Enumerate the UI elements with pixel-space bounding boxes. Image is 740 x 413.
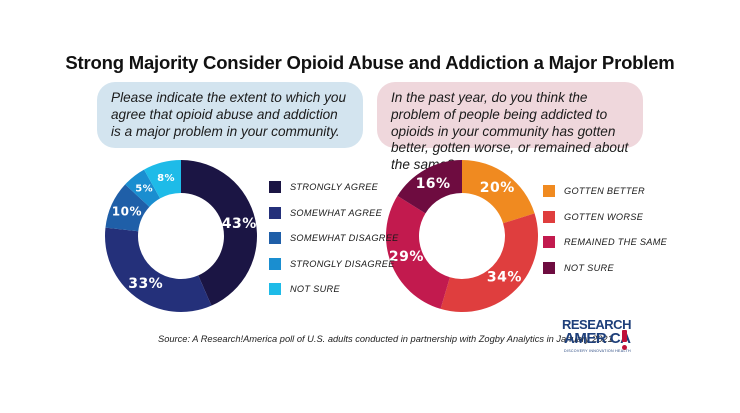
legend-label: SOMEWHAT AGREE — [290, 207, 382, 218]
legend-swatch — [269, 181, 281, 193]
donut-chart-agreement: 43% 33% 10% 5% 8% — [105, 160, 257, 313]
legend-label: STRONGLY DISAGREE — [290, 258, 395, 269]
donut-slice-strongly-agree — [181, 160, 257, 306]
legend-swatch — [269, 283, 281, 295]
legend-label: NOT SURE — [290, 284, 340, 294]
legend-swatch — [543, 261, 555, 274]
question-box-trend: In the past year, do you think the probl… — [377, 82, 643, 172]
legend-swatch — [269, 206, 281, 219]
legend-label: REMAINED THE SAME — [564, 237, 668, 247]
data-label-remained-the-same: 29% — [389, 249, 424, 265]
data-label-strongly-disagree: 5% — [135, 184, 153, 195]
data-label-gotten-better: 20% — [480, 180, 515, 196]
legend-swatch — [269, 257, 281, 270]
data-label-not-sure: 8% — [157, 173, 175, 184]
donut-slice-not-sure — [397, 160, 462, 214]
donut-slice-not-sure — [144, 160, 181, 199]
legend-swatch — [543, 185, 555, 197]
donut-slice-strongly-disagree — [125, 169, 161, 207]
legend-label: GOTTEN BETTER — [564, 186, 645, 196]
legend-label: NOT SURE — [564, 262, 614, 273]
legend-swatch — [269, 232, 281, 244]
data-label-not-sure: 16% — [416, 176, 451, 192]
data-label-gotten-worse: 34% — [487, 270, 522, 286]
data-label-somewhat-agree: 33% — [128, 276, 163, 292]
legend-swatch — [543, 236, 555, 248]
research-america-logo: RESEARCH AMER CA DISCOVERY INNOVATION HE… — [562, 317, 631, 354]
donut-chart-trend: 20% 34% 29% 16% — [386, 160, 538, 313]
legend-label: GOTTEN WORSE — [564, 211, 644, 222]
data-label-somewhat-disagree: 10% — [112, 204, 142, 218]
legend-label: SOMEWHAT DISAGREE — [290, 233, 399, 243]
source-note: Source: A Research!America poll of U.S. … — [158, 334, 616, 344]
donut-slice-somewhat-disagree — [105, 184, 150, 232]
chart-title: Strong Majority Consider Opioid Abuse an… — [65, 52, 675, 73]
data-label-strongly-agree: 43% — [222, 216, 257, 232]
donut-slice-gotten-worse — [440, 213, 538, 313]
donut-slice-gotten-better — [462, 160, 535, 224]
question-box-agreement: Please indicate the extent to which you … — [97, 82, 363, 148]
donut-slice-somewhat-agree — [105, 227, 212, 313]
legend-label: STRONGLY AGREE — [290, 182, 379, 192]
donut-slice-remained-the-same — [386, 195, 450, 309]
legend-swatch — [543, 210, 555, 223]
